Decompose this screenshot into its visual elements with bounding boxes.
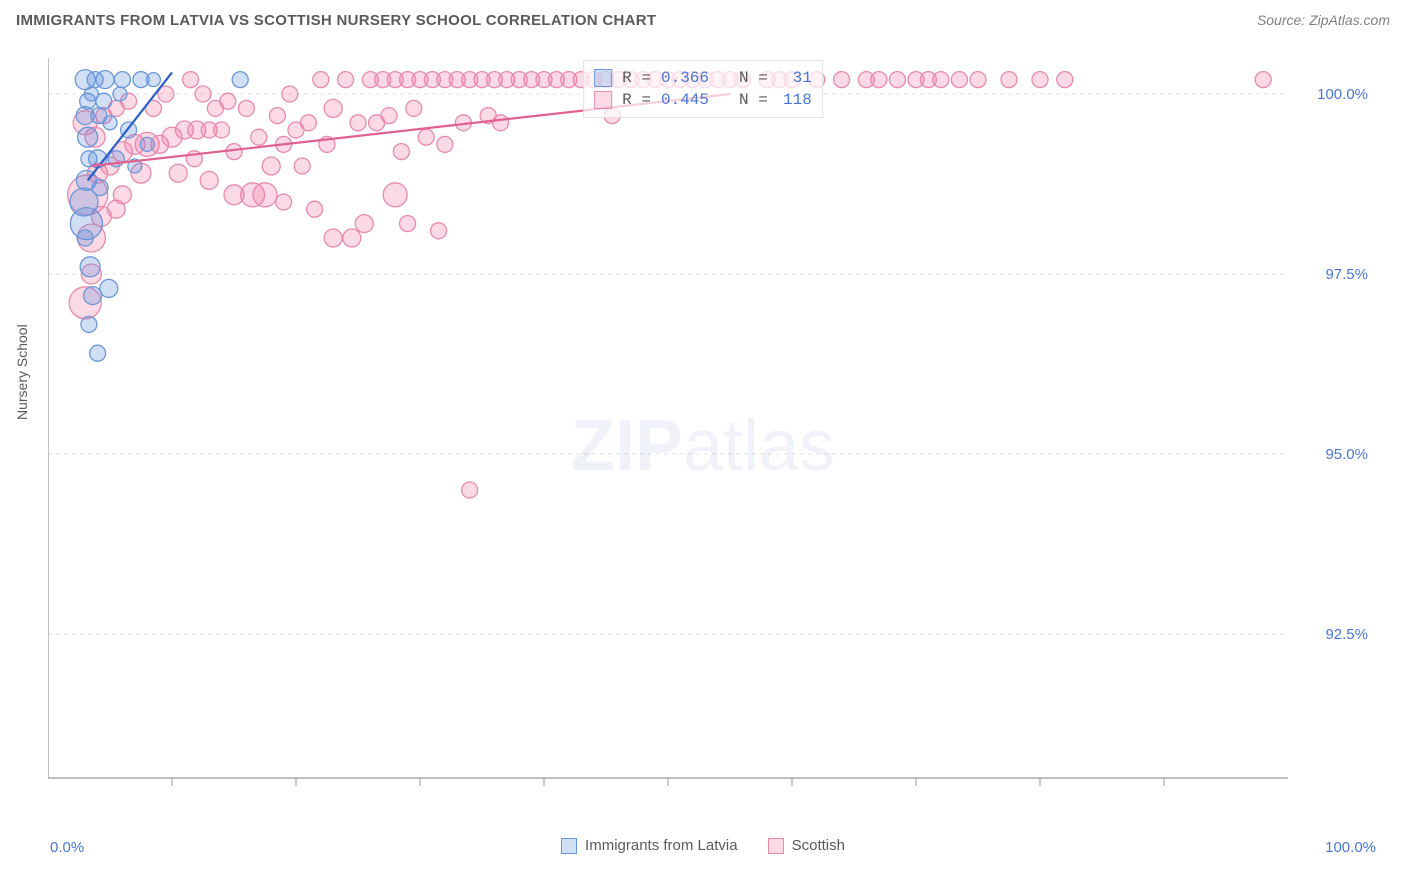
legend-label-latvia: Immigrants from Latvia — [585, 837, 738, 854]
n-value-latvia: 31 — [778, 69, 812, 87]
correlation-legend-row-scottish: R = 0.445 N = 118 — [594, 89, 812, 111]
scatter-chart-svg: 100.0% 97.5% 95.0% 92.5% — [48, 48, 1378, 808]
correlation-legend: R = 0.366 N = 31 R = 0.445 N = 118 — [583, 60, 823, 118]
r-value-latvia: 0.366 — [661, 69, 709, 87]
svg-text:95.0%: 95.0% — [1325, 446, 1368, 463]
legend-swatch-scottish — [594, 91, 612, 109]
legend-label-scottish: Scottish — [792, 837, 845, 854]
r-value-scottish: 0.445 — [661, 91, 709, 109]
chart-header: IMMIGRANTS FROM LATVIA VS SCOTTISH NURSE… — [0, 0, 1406, 40]
svg-text:97.5%: 97.5% — [1325, 266, 1368, 283]
svg-text:100.0%: 100.0% — [1317, 86, 1368, 103]
legend-item-scottish: Scottish — [768, 837, 845, 854]
legend-item-latvia: Immigrants from Latvia — [561, 837, 738, 854]
chart-plot-area: 100.0% 97.5% 95.0% 92.5% — [48, 48, 1378, 808]
n-value-scottish: 118 — [778, 91, 812, 109]
legend-swatch-latvia — [594, 69, 612, 87]
svg-text:92.5%: 92.5% — [1325, 626, 1368, 643]
legend-swatch-latvia-icon — [561, 838, 577, 854]
chart-source: Source: ZipAtlas.com — [1257, 12, 1390, 28]
series-legend: Immigrants from Latvia Scottish — [0, 837, 1406, 854]
y-axis-label: Nursery School — [14, 324, 30, 420]
legend-swatch-scottish-icon — [768, 838, 784, 854]
chart-title: IMMIGRANTS FROM LATVIA VS SCOTTISH NURSE… — [16, 12, 656, 29]
correlation-legend-row-latvia: R = 0.366 N = 31 — [594, 67, 812, 89]
